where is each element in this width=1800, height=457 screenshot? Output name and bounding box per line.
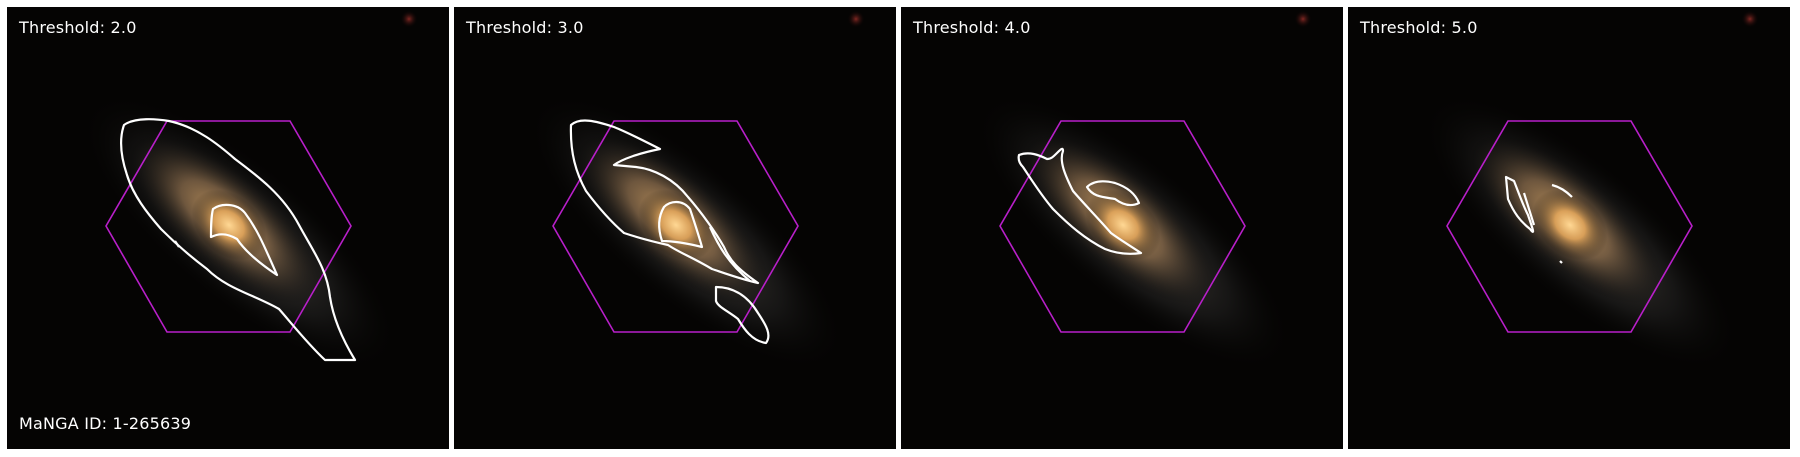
ifu-hexagon: [1446, 120, 1693, 333]
contour-lines: [1504, 175, 1573, 264]
contour-lines: [120, 118, 357, 362]
ifu-hexagon: [999, 120, 1246, 333]
ifu-hexagon: [105, 120, 352, 333]
background-star: [1294, 10, 1312, 28]
galaxy-image: [7, 7, 449, 449]
panel-threshold-3: Threshold: 3.0: [454, 7, 896, 449]
galaxy-id-label: MaNGA ID: 1-265639: [19, 414, 192, 433]
threshold-label: Threshold: 2.0: [19, 18, 137, 37]
galaxy-image: [454, 7, 896, 449]
ifu-hexagon: [552, 120, 799, 333]
galaxy: [1420, 92, 1740, 372]
galaxy: [973, 92, 1293, 372]
panel-threshold-4: Threshold: 4.0: [901, 7, 1343, 449]
panel-threshold-5: Threshold: 5.0: [1348, 7, 1790, 449]
contour-lines: [569, 119, 770, 345]
contour-lines: [1017, 147, 1143, 255]
galaxy: [79, 92, 399, 372]
background-star: [847, 10, 865, 28]
galaxy-image: [901, 7, 1343, 449]
threshold-label: Threshold: 5.0: [1360, 18, 1478, 37]
galaxy-image: [1348, 7, 1790, 449]
background-star: [1741, 10, 1759, 28]
threshold-label: Threshold: 3.0: [466, 18, 584, 37]
threshold-label: Threshold: 4.0: [913, 18, 1031, 37]
background-star: [400, 10, 418, 28]
panel-threshold-2: Threshold: 2.0 MaNGA ID: 1-265639: [7, 7, 449, 449]
